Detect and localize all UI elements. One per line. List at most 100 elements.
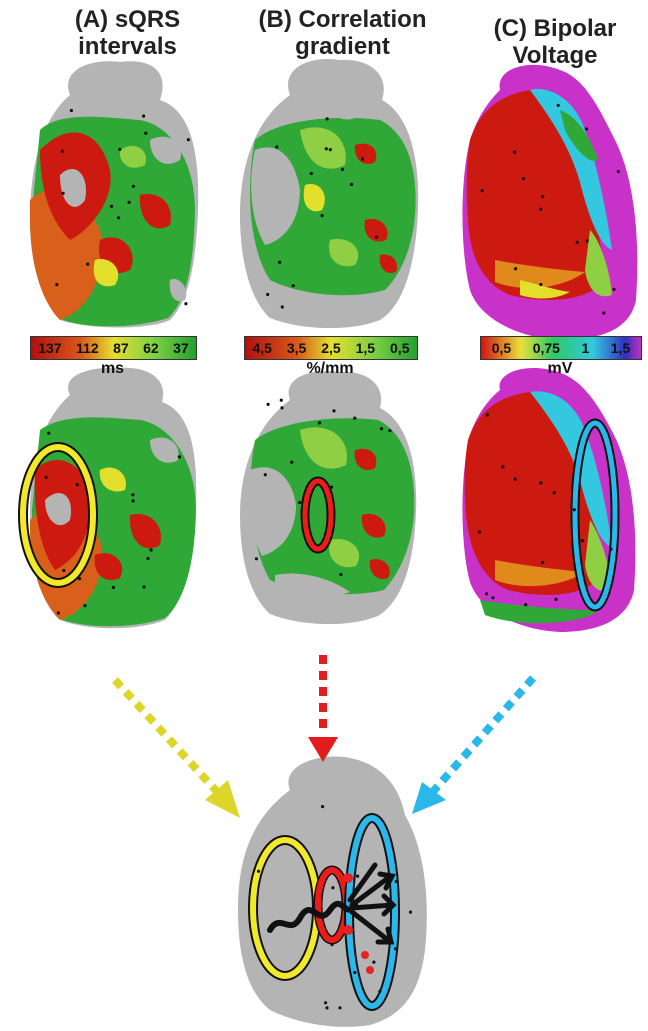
electrode-dot	[360, 157, 365, 161]
electrode-dot	[514, 267, 518, 271]
electrode-dot	[491, 596, 495, 600]
electrode-dot	[62, 568, 66, 573]
panel-b-unit: %/mm	[306, 360, 354, 377]
electrode-dot	[485, 592, 489, 596]
electrode-dot	[477, 530, 481, 534]
electrode-dot	[325, 117, 329, 121]
electrode-dot	[575, 240, 579, 244]
electrode-dot	[111, 585, 115, 590]
electrode-dot	[408, 910, 413, 914]
electrode-dot	[69, 108, 73, 113]
panel-b-tick-4: 1,5	[355, 340, 376, 356]
panel-c-title: (C) Bipolar Voltage	[493, 15, 617, 69]
electrode-dot	[320, 214, 324, 218]
panel-c-colorbar: 0,5 0,75 1 1,5	[480, 336, 642, 360]
electrode-dot	[485, 413, 489, 417]
electrode-dot	[275, 145, 279, 149]
panel-c-tick-3: 1	[581, 340, 590, 356]
electrode-dot	[584, 127, 589, 131]
electrode-dot	[131, 493, 135, 497]
panel-c-tick-1: 0,5	[491, 340, 512, 356]
panel-b-tick-1: 4,5	[252, 340, 272, 356]
electrode-dot	[541, 560, 545, 565]
panel-c-unit: mV	[547, 360, 573, 377]
electrode-dot	[254, 557, 258, 561]
electrode-dot	[266, 292, 270, 297]
electrode-dot	[144, 131, 148, 135]
electrode-dot	[263, 473, 267, 477]
electrode-dot	[55, 283, 59, 287]
electrode-dot	[142, 114, 146, 118]
electrode-dot	[47, 431, 51, 435]
panel-b-tick-2: 3,5	[286, 340, 307, 356]
electrode-dot	[379, 427, 384, 431]
panel-a-tick-1: 137	[38, 340, 62, 356]
panel-a-tick-3: 87	[113, 340, 129, 356]
panel-a-title: (A) sQRS intervals	[74, 6, 181, 60]
electrode-dot	[616, 169, 620, 174]
electrode-dot	[291, 284, 295, 288]
electrode-dot	[77, 577, 82, 581]
electrode-dot	[290, 460, 294, 464]
panel-b-colorbar: 4,5 3,5 2,5 1,5 0,5	[244, 336, 418, 360]
arrow-c-to-combined	[412, 675, 537, 814]
electrode-dot	[279, 398, 283, 402]
arrow-b-to-combined	[308, 655, 338, 762]
panel-b-title: (B) Correlation gradient	[258, 6, 427, 60]
combined-red-spots	[343, 873, 374, 974]
electrode-dot	[374, 235, 378, 239]
electrode-dot	[349, 182, 354, 186]
electrode-dot	[109, 204, 114, 208]
electrode-dot	[184, 302, 188, 306]
electrode-dot	[309, 171, 313, 176]
panel-c-top-map	[462, 64, 638, 340]
electrode-dot	[394, 879, 398, 884]
electrode-dot	[146, 556, 150, 561]
electrode-dot	[329, 485, 334, 489]
electrode-dot	[44, 475, 48, 479]
electrode-dot	[142, 585, 146, 589]
panel-a-tick-5: 37	[173, 340, 189, 356]
electrode-dot	[177, 455, 181, 459]
electrode-dot	[117, 216, 121, 220]
electrode-dot	[580, 539, 585, 543]
electrode-dot	[328, 148, 332, 152]
electrode-dot	[278, 260, 282, 264]
panel-b-top-map	[240, 58, 419, 329]
panel-a-tick-2: 112	[76, 340, 99, 356]
panel-c-tick-2: 0,75	[532, 340, 560, 356]
electrode-dot	[480, 189, 484, 193]
conduction-wave	[267, 900, 358, 933]
electrode-dot	[552, 491, 556, 495]
electrode-dot	[325, 1006, 329, 1010]
electrode-dot	[612, 287, 616, 291]
electrode-dot	[339, 572, 343, 577]
electrode-dot	[513, 150, 517, 154]
electrode-dot	[353, 970, 357, 975]
electrode-dot	[539, 282, 543, 287]
electrode-dot	[60, 149, 64, 153]
electrode-dot	[539, 207, 543, 211]
electrode-dot	[324, 1001, 328, 1005]
electrode-dot	[331, 886, 335, 890]
electrode-points	[44, 103, 620, 1010]
electrode-dot	[75, 483, 79, 487]
electrode-dot	[541, 195, 545, 199]
panel-a-bottom-map	[30, 367, 197, 629]
electrode-dot	[556, 103, 560, 107]
electrode-dot	[378, 989, 382, 993]
arrow-a-to-combined	[112, 677, 240, 818]
electrode-dot	[324, 147, 328, 151]
electrode-dot	[317, 421, 322, 425]
electrode-dot	[56, 611, 61, 615]
electrode-dot	[501, 465, 505, 469]
electrode-dot	[256, 869, 261, 873]
electrode-dot	[131, 499, 135, 503]
electrode-dot	[330, 943, 334, 947]
electrode-dot	[149, 548, 153, 552]
panel-c-tick-4: 1,5	[610, 340, 631, 356]
electrode-dot	[524, 603, 528, 607]
electrode-dot	[388, 429, 392, 433]
electrode-dot	[131, 184, 135, 188]
